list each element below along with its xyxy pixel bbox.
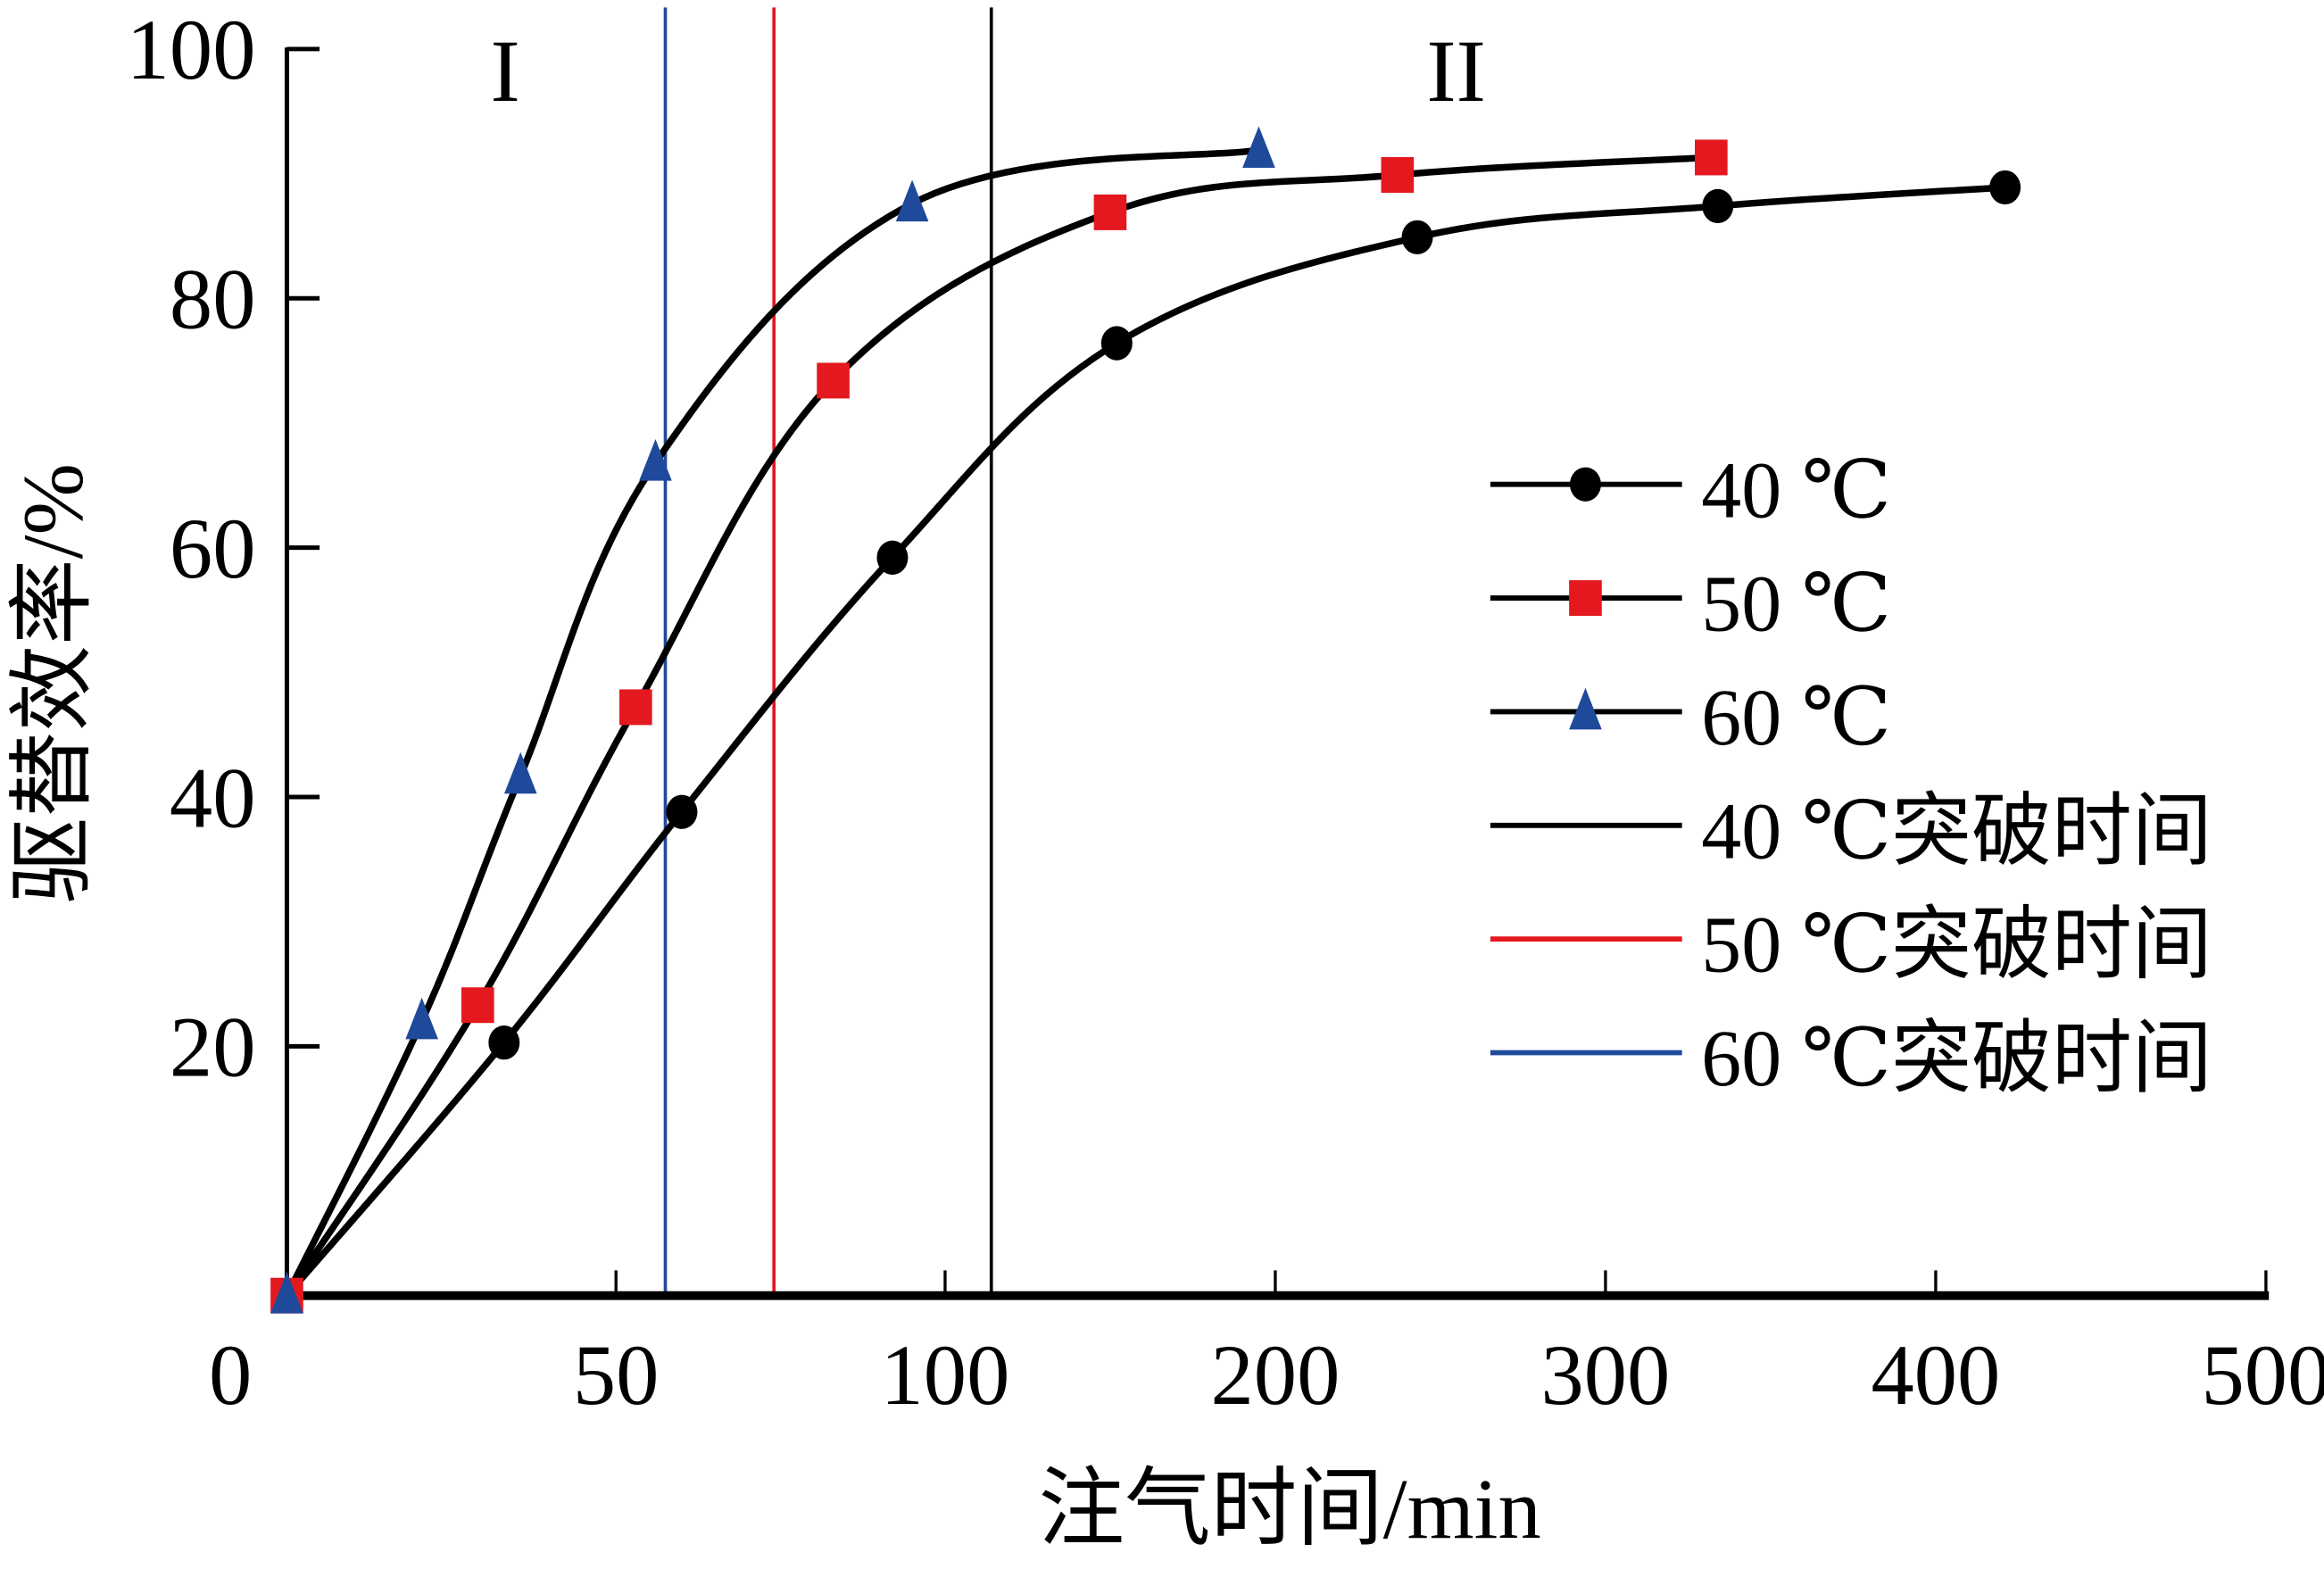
legend-marker-square: [1569, 580, 1602, 617]
data-point-circle: [876, 540, 909, 575]
x-tick-label: 50: [573, 1327, 660, 1423]
y-ticks: 20 40 60 80 100: [127, 2, 320, 1095]
data-point-square: [619, 689, 652, 726]
data-point-triangle: [1242, 126, 1275, 169]
x-axis-title: 注气时间/min: [1039, 1461, 1541, 1557]
legend: 40 ℃ 50 ℃ 60 ℃ 40 ℃突破时间 50 ℃突破时间 60 ℃突破时间: [1490, 446, 2212, 1103]
region-label-i: I: [491, 21, 520, 120]
data-point-square: [817, 362, 850, 399]
data-point-triangle: [405, 997, 438, 1040]
data-point-circle: [1989, 170, 2021, 205]
data-point-triangle: [895, 179, 929, 222]
data-point-triangle: [639, 439, 672, 481]
legend-marker-circle: [1569, 467, 1601, 502]
legend-marker-triangle: [1569, 687, 1602, 730]
y-axis-title: 驱替效率/%: [5, 463, 101, 903]
series-line-1: [284, 184, 2005, 1299]
legend-item: 60 ℃: [1490, 674, 1891, 762]
axes: [284, 47, 2270, 1300]
series-line-2: [284, 154, 1712, 1298]
legend-item: 40 ℃突破时间: [1490, 787, 2212, 876]
legend-label: 60 ℃: [1701, 674, 1891, 762]
data-point-circle: [1702, 188, 1734, 224]
legend-item: 40 ℃: [1490, 446, 1891, 535]
data-point-circle: [1401, 220, 1433, 254]
x-tick-label: 0: [209, 1327, 252, 1423]
data-point-circle: [1100, 326, 1133, 361]
data-point-square: [1695, 139, 1728, 176]
x-tick-label: 500: [2202, 1327, 2324, 1423]
legend-label: 60 ℃突破时间: [1701, 1015, 2212, 1103]
x-tick-label: 100: [881, 1327, 1010, 1423]
legend-label: 50 ℃: [1701, 560, 1891, 649]
x-tick-label: 300: [1541, 1327, 1671, 1423]
legend-label: 50 ℃突破时间: [1701, 901, 2212, 990]
legend-item: 50 ℃突破时间: [1490, 901, 2212, 990]
data-point-circle: [488, 1025, 520, 1060]
legend-item: 60 ℃突破时间: [1490, 1015, 2212, 1103]
x-ticks: 0 50 100 200 300 400 500: [209, 1270, 2324, 1423]
breakthrough-lines: [663, 7, 993, 1296]
y-tick-label: 80: [170, 252, 256, 347]
data-point-square: [461, 987, 494, 1024]
data-point-circle: [666, 794, 698, 829]
legend-item: 50 ℃: [1490, 560, 1891, 649]
data-point-square: [1093, 194, 1127, 230]
y-tick-label: 20: [170, 1000, 256, 1095]
series-markers: [270, 126, 2021, 1314]
data-point-triangle: [503, 751, 537, 794]
x-tick-label: 200: [1211, 1327, 1340, 1423]
y-tick-label: 40: [170, 750, 256, 845]
legend-label: 40 ℃突破时间: [1701, 787, 2212, 876]
region-label-ii: II: [1426, 21, 1486, 120]
data-point-square: [1381, 157, 1415, 193]
legend-label: 40 ℃: [1701, 446, 1891, 535]
data-point-triangle: [270, 1272, 303, 1314]
x-tick-label: 400: [1872, 1327, 2001, 1423]
y-tick-label: 60: [170, 501, 256, 596]
y-tick-label: 100: [127, 2, 256, 97]
series-line-3: [284, 146, 1260, 1298]
